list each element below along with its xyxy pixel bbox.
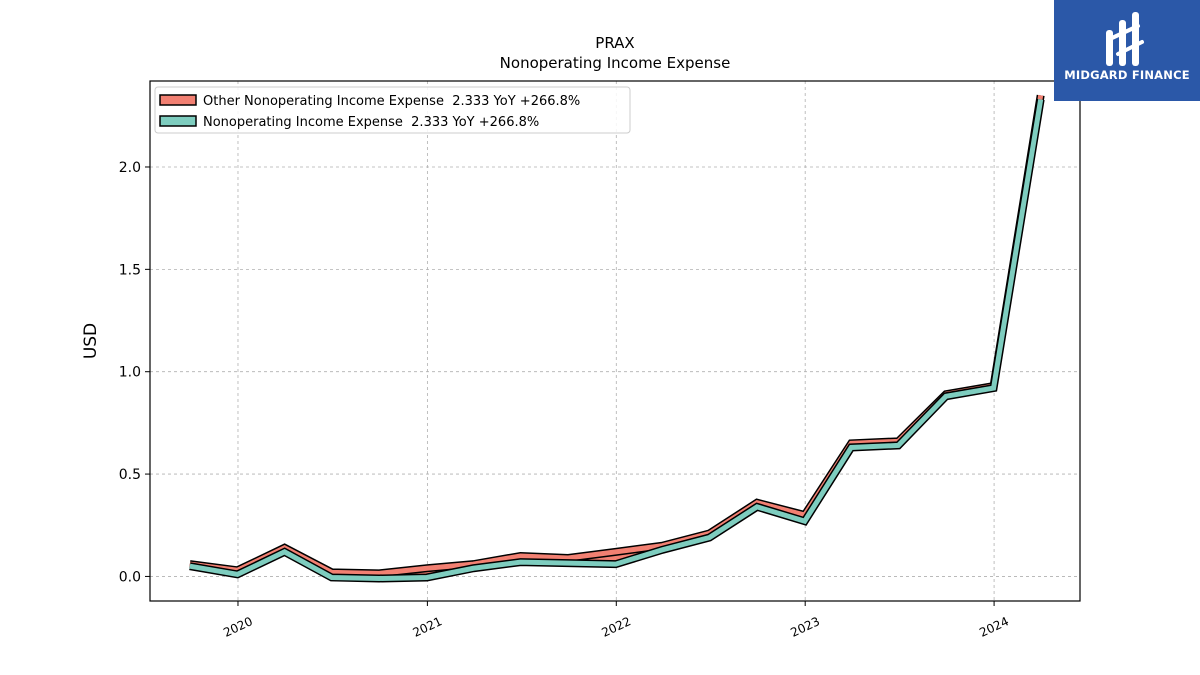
y-tick-label: 0.0 [119,569,141,585]
series-nonoperating-outline [189,98,1045,583]
x-tick-label: 2023 [788,614,822,640]
series-fill [189,95,1041,579]
x-axis: 2020 2021 2022 2023 2024 [221,601,1011,640]
x-tick-label: 2024 [977,614,1011,640]
legend-swatch-nonoperating [159,115,197,127]
chart-title: PRAX [595,34,634,52]
y-tick-label: 1.0 [119,365,141,381]
legend-label-other-nonoperating: Other Nonoperating Income Expense 2.333 … [203,94,580,109]
series-lines [189,94,1045,583]
x-tick-label: 2021 [411,614,445,640]
x-tick-label: 2020 [221,614,255,640]
brand-logo: MIDGARD FINANCE [1054,0,1200,101]
y-axis-label: USD [81,323,101,359]
brand-name: MIDGARD FINANCE [1064,68,1190,82]
plot-frame [149,80,1081,602]
y-tick-label: 1.5 [119,262,141,278]
series-band-fill [189,95,1041,579]
y-tick-label: 0.5 [119,467,141,483]
y-tick-label: 2.0 [119,160,141,176]
y-axis: 0.0 0.5 1.0 1.5 2.0 [119,160,150,585]
series-nonoperating-line [189,99,1044,581]
legend-box [154,86,631,134]
legend-swatch-other-nonoperating [159,94,197,106]
x-tick-label: 2022 [599,614,633,640]
legend: Other Nonoperating Income Expense 2.333 … [154,86,631,134]
chart-subtitle: Nonoperating Income Expense [500,54,731,72]
midgard-logo-icon [1106,12,1144,66]
grid [150,81,1080,601]
legend-label-nonoperating: Nonoperating Income Expense 2.333 YoY +2… [203,115,539,130]
